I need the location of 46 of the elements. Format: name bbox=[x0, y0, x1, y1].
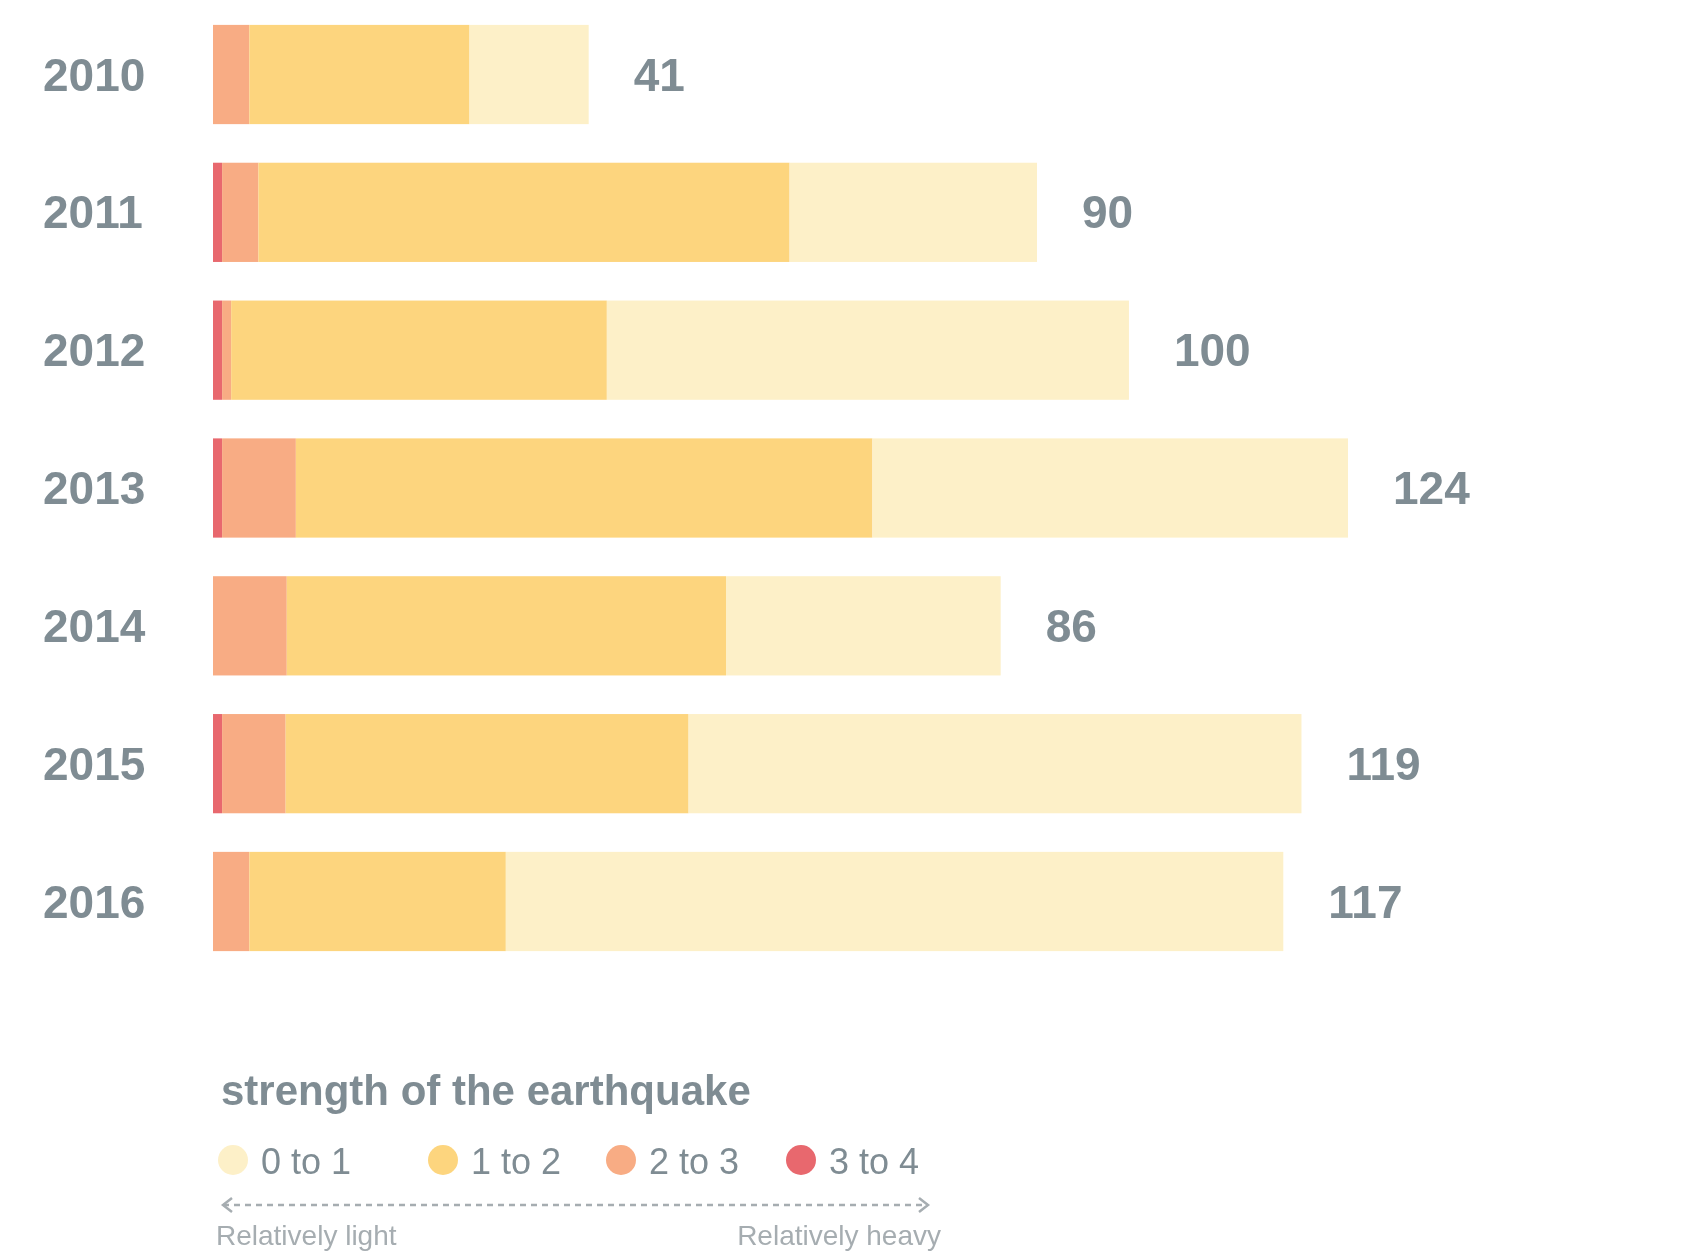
text: Relatively light bbox=[216, 1220, 397, 1251]
bar bbox=[213, 576, 287, 676]
bar bbox=[213, 851, 250, 952]
bar bbox=[295, 438, 873, 538]
bar bbox=[606, 300, 1129, 400]
y-tick-label: 2013 bbox=[43, 462, 146, 515]
y-tick-label: 2012 bbox=[43, 324, 146, 377]
y-tick-label: 2016 bbox=[43, 875, 146, 928]
annotation: 117 bbox=[1328, 875, 1403, 928]
legend-label: 2 to 3 bbox=[649, 1140, 740, 1182]
bar bbox=[505, 851, 1284, 952]
bar bbox=[213, 300, 223, 400]
bar bbox=[231, 300, 607, 400]
y-tick-label: 2010 bbox=[43, 48, 146, 101]
bar bbox=[222, 438, 296, 538]
bar bbox=[286, 576, 727, 676]
bar bbox=[213, 438, 223, 538]
y-tick-label: 2011 bbox=[43, 186, 143, 239]
y-tick-label: 2015 bbox=[43, 737, 146, 790]
bar bbox=[789, 162, 1038, 262]
legend-title: strength of the earthquake bbox=[221, 1067, 751, 1114]
annotation: 119 bbox=[1346, 737, 1421, 790]
bar bbox=[688, 714, 1302, 814]
annotation: 90 bbox=[1082, 186, 1134, 239]
bar bbox=[213, 714, 223, 814]
y-tick-label: 2014 bbox=[43, 599, 146, 652]
annotation: 86 bbox=[1045, 599, 1097, 652]
bar bbox=[222, 300, 232, 400]
bar bbox=[285, 714, 689, 814]
bar bbox=[258, 162, 790, 262]
annotation: 41 bbox=[633, 48, 685, 101]
annotation: 124 bbox=[1393, 462, 1471, 515]
bar bbox=[249, 24, 470, 125]
text: Relatively heavy bbox=[737, 1220, 941, 1251]
bar bbox=[213, 162, 223, 262]
legend-label: 1 to 2 bbox=[471, 1140, 562, 1182]
bar bbox=[249, 851, 506, 952]
legend-label: 3 to 4 bbox=[829, 1140, 920, 1182]
annotation: 100 bbox=[1173, 324, 1251, 377]
bar bbox=[213, 24, 250, 125]
bar bbox=[222, 714, 286, 814]
bar bbox=[726, 576, 1001, 676]
bar bbox=[872, 438, 1348, 538]
bar bbox=[222, 162, 259, 262]
legend-label: 0 to 1 bbox=[261, 1140, 352, 1182]
bar bbox=[469, 24, 589, 125]
